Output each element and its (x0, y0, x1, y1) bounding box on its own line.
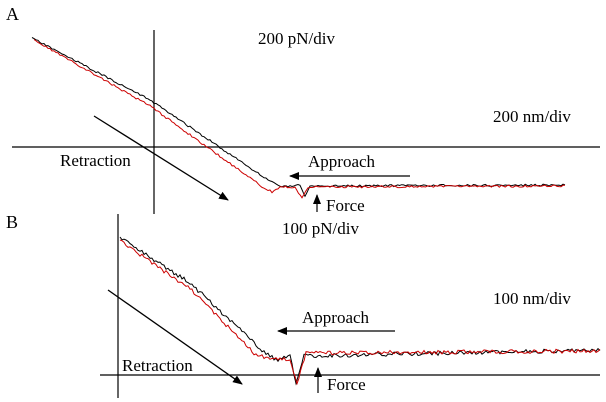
panel-b-retraction-arrow (107, 289, 243, 385)
panel-a-force-label: Force (326, 196, 365, 215)
panel-a-approach-label: Approach (308, 152, 376, 171)
panel-b-x-scale-label: 100 nm/div (493, 289, 571, 308)
panel-a-y-scale-label: 200 pN/div (258, 29, 335, 48)
panel-a: A 200 pN/div 200 nm/div Retraction Appro… (6, 4, 600, 215)
panel-b-force-label: Force (327, 375, 366, 394)
panel-b-retraction-label: Retraction (122, 356, 193, 375)
panel-a-trace-black (31, 37, 566, 198)
panel-b-trace-red (119, 239, 601, 386)
panel-a-x-scale-label: 200 nm/div (493, 107, 571, 126)
panel-a-label: A (6, 4, 19, 24)
panel-b-y-scale-label: 100 pN/div (282, 219, 359, 238)
panel-b-label: B (6, 212, 18, 232)
panel-a-trace-red (33, 39, 566, 199)
panel-b: B 100 pN/div 100 nm/div Retraction Appro… (6, 212, 601, 398)
panel-a-retraction-label: Retraction (60, 151, 131, 170)
panel-a-retraction-arrow (93, 115, 229, 201)
panel-b-approach-label: Approach (302, 308, 370, 327)
